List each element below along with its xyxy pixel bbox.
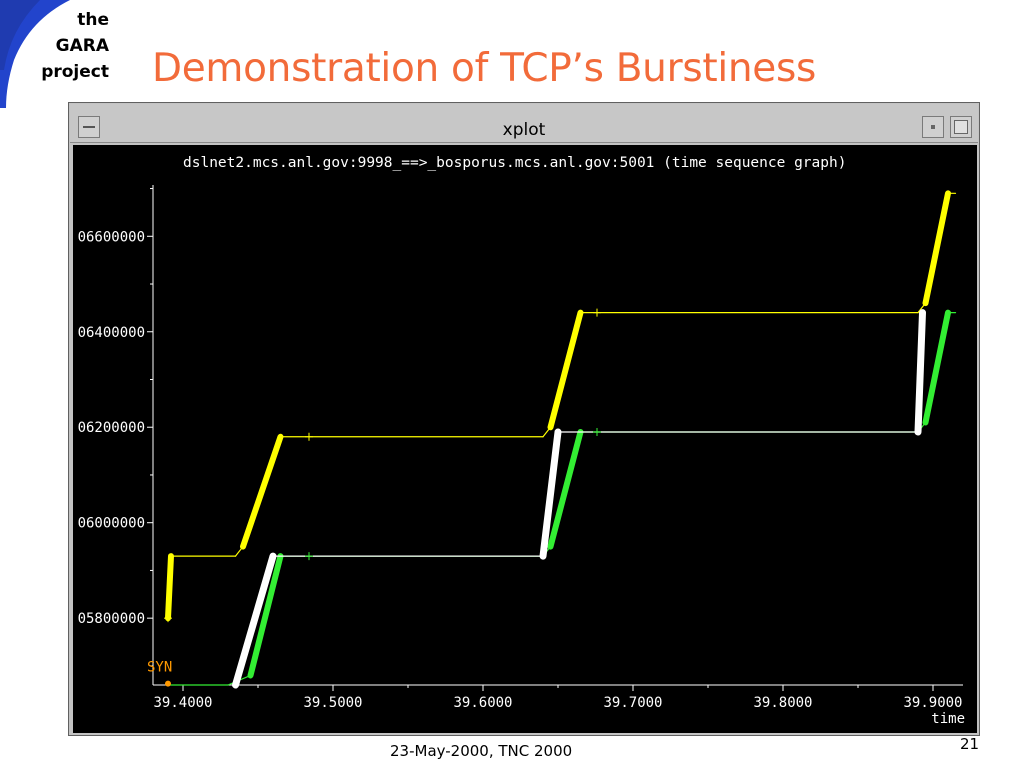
slide-footer: 23-May-2000, TNC 2000 [390,742,573,760]
data-segment [914,309,926,436]
window-segment [547,309,584,431]
minimize-icon [931,125,935,129]
minimize-button[interactable] [922,116,944,138]
x-tick-label: 39.8000 [753,695,812,711]
window-menu-button[interactable] [78,116,100,138]
window-title: xplot [502,120,546,140]
x-tick-label: 39.4000 [153,695,212,711]
x-axis-unit-label: time [931,711,965,727]
page-number: 21 [960,735,980,753]
x-tick-label: 39.7000 [603,695,662,711]
maximize-button[interactable] [950,116,972,138]
syn-label: SYN [147,660,172,676]
y-tick-label: 06600000 [78,229,145,245]
window-titlebar[interactable]: xplot [70,104,978,143]
xplot-window[interactable]: xplot dslnet2.mcs.anl.gov:9998_==>_bospo… [68,102,980,736]
ack-segment [247,553,284,679]
maximize-icon [954,120,968,134]
logo-swoosh [0,0,70,108]
window-segment [240,433,284,550]
logo-line-2: GARA [55,36,109,56]
window-segment [165,553,174,622]
y-tick-label: 05800000 [78,611,145,627]
x-tick-label: 39.6000 [453,695,512,711]
window-segment [922,190,951,307]
plot-area[interactable]: dslnet2.mcs.anl.gov:9998_==>_bosporus.mc… [73,145,977,733]
x-tick-label: 39.5000 [303,695,362,711]
logo-line-1: the [77,10,109,30]
data-segment [232,552,277,689]
ack-segment [922,309,951,426]
y-tick-label: 06000000 [78,516,145,532]
data-segment [539,428,562,560]
y-tick-label: 06400000 [78,325,145,341]
y-tick-label: 06200000 [78,420,145,436]
x-tick-label: 39.9000 [903,695,962,711]
syn-marker [165,680,171,687]
graph-caption: dslnet2.mcs.anl.gov:9998_==>_bosporus.mc… [183,155,847,171]
logo-line-3: project [41,62,109,82]
menu-bar-icon [83,126,95,128]
ack-segment [547,429,584,550]
time-sequence-graph[interactable]: 05800000 06000000 06200000 06400000 06600000… [73,145,977,733]
slide-title: Demonstration of TCP’s Burstiness [152,46,817,91]
